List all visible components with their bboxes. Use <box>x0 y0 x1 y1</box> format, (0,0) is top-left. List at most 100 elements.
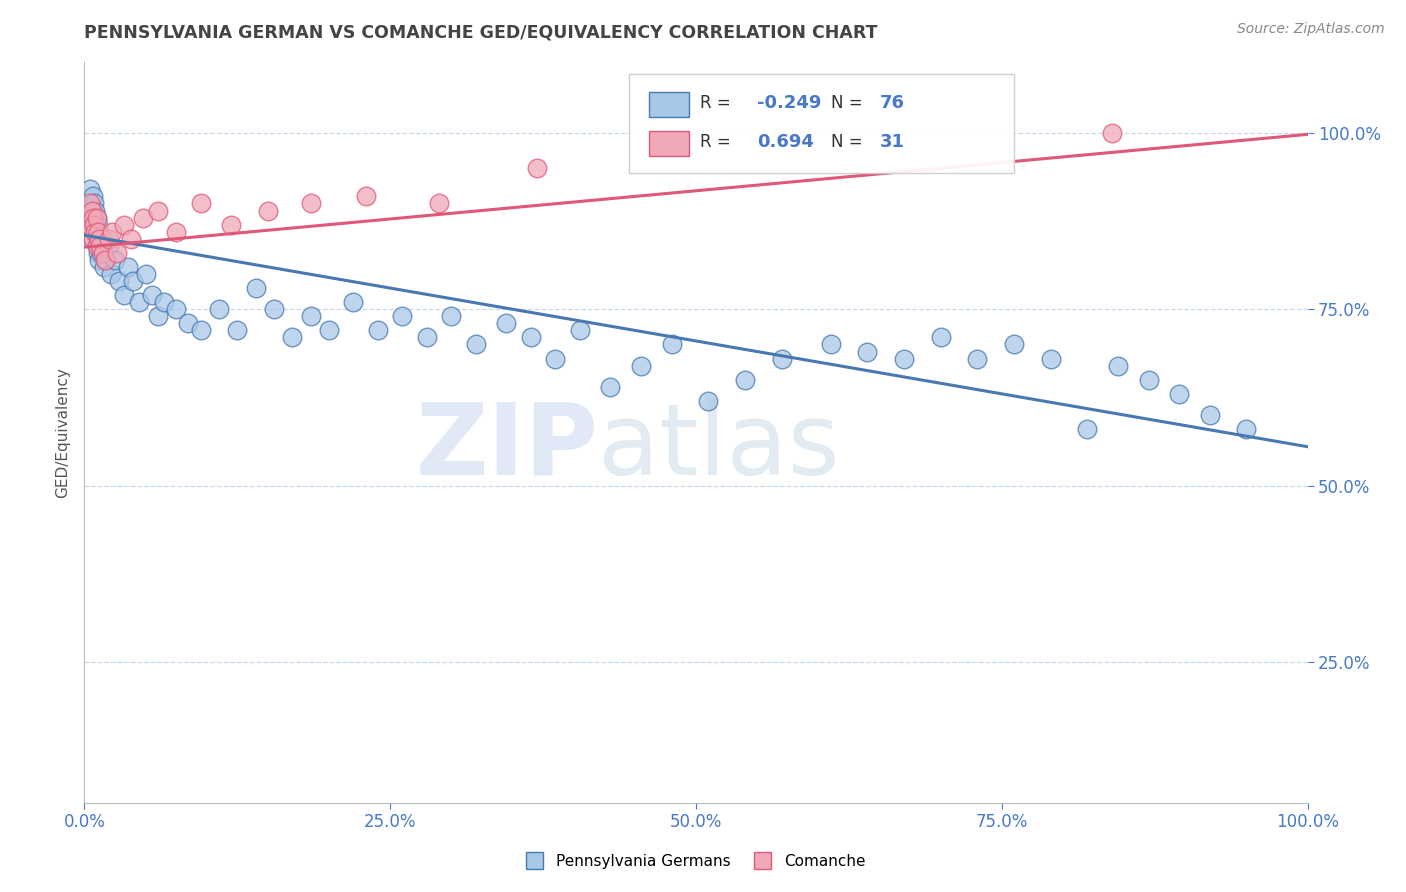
Point <box>299 310 322 324</box>
Point <box>117 260 139 274</box>
Point <box>354 189 377 203</box>
Point <box>105 245 128 260</box>
Point <box>93 260 115 274</box>
Point <box>84 225 107 239</box>
Point <box>165 225 187 239</box>
Point <box>146 203 169 218</box>
Point <box>79 218 101 232</box>
Point <box>495 316 517 330</box>
Point <box>101 225 124 239</box>
Point <box>1039 351 1062 366</box>
Point <box>391 310 413 324</box>
Point <box>427 196 450 211</box>
Y-axis label: GED/Equivalency: GED/Equivalency <box>55 368 70 498</box>
Point <box>86 239 108 253</box>
Point <box>1107 359 1129 373</box>
Point <box>122 274 145 288</box>
Point <box>1137 373 1160 387</box>
Point <box>77 218 100 232</box>
Point <box>245 281 267 295</box>
Legend: Pennsylvania Germans, Comanche: Pennsylvania Germans, Comanche <box>526 854 866 869</box>
Text: R =: R = <box>700 95 735 112</box>
Point <box>1236 422 1258 436</box>
Point <box>1198 408 1220 422</box>
FancyBboxPatch shape <box>628 73 1014 173</box>
Point <box>630 359 652 373</box>
Point <box>87 252 110 267</box>
Point <box>80 225 103 239</box>
Point <box>79 196 101 211</box>
Point <box>86 211 108 225</box>
Point <box>80 203 103 218</box>
Point <box>299 196 322 211</box>
Text: N =: N = <box>831 133 868 151</box>
Point <box>112 218 135 232</box>
Text: -0.249: -0.249 <box>758 95 821 112</box>
Point <box>342 295 364 310</box>
Point <box>856 344 879 359</box>
Point <box>89 239 111 253</box>
Point <box>83 218 105 232</box>
Point <box>208 302 231 317</box>
Text: PENNSYLVANIA GERMAN VS COMANCHE GED/EQUIVALENCY CORRELATION CHART: PENNSYLVANIA GERMAN VS COMANCHE GED/EQUI… <box>84 23 877 41</box>
Point <box>153 295 176 310</box>
Point <box>77 211 100 225</box>
Point <box>734 373 756 387</box>
Point <box>226 323 249 337</box>
Point <box>1002 337 1025 351</box>
Point <box>464 337 486 351</box>
Point <box>82 232 104 246</box>
Point <box>1168 387 1191 401</box>
Point <box>107 274 129 288</box>
Point <box>84 203 107 218</box>
Point <box>190 196 212 211</box>
Point <box>165 302 187 317</box>
Point <box>100 267 122 281</box>
Point <box>568 323 591 337</box>
Point <box>770 351 793 366</box>
Point <box>146 310 169 324</box>
Point <box>82 189 104 203</box>
Point <box>1101 126 1123 140</box>
Text: Source: ZipAtlas.com: Source: ZipAtlas.com <box>1237 22 1385 37</box>
Point <box>87 225 110 239</box>
Point <box>132 211 155 225</box>
Text: 0.694: 0.694 <box>758 133 814 151</box>
Point <box>416 330 439 344</box>
Point <box>661 337 683 351</box>
Point <box>86 225 108 239</box>
Point <box>966 351 988 366</box>
Text: atlas: atlas <box>598 399 839 496</box>
Text: N =: N = <box>831 95 868 112</box>
Point <box>318 323 340 337</box>
Point <box>929 330 952 344</box>
Point <box>120 232 142 246</box>
Text: ZIP: ZIP <box>415 399 598 496</box>
Point <box>96 252 118 267</box>
Point <box>697 393 720 408</box>
Point <box>83 196 105 211</box>
Text: 76: 76 <box>880 95 904 112</box>
Point <box>82 211 104 225</box>
Point <box>84 225 107 239</box>
Point <box>367 323 389 337</box>
FancyBboxPatch shape <box>650 130 689 156</box>
Point <box>82 232 104 246</box>
Point <box>599 380 621 394</box>
Point <box>281 330 304 344</box>
Point <box>80 203 103 218</box>
Point <box>128 295 150 310</box>
Point <box>89 239 111 253</box>
Point <box>219 218 242 232</box>
Point <box>1076 422 1098 436</box>
Point <box>190 323 212 337</box>
Text: 31: 31 <box>880 133 904 151</box>
Point <box>820 337 842 351</box>
Point <box>97 232 120 246</box>
Point <box>86 239 108 253</box>
Point <box>77 211 100 225</box>
Point <box>94 252 117 267</box>
FancyBboxPatch shape <box>650 92 689 117</box>
Point <box>77 196 100 211</box>
Point <box>112 288 135 302</box>
